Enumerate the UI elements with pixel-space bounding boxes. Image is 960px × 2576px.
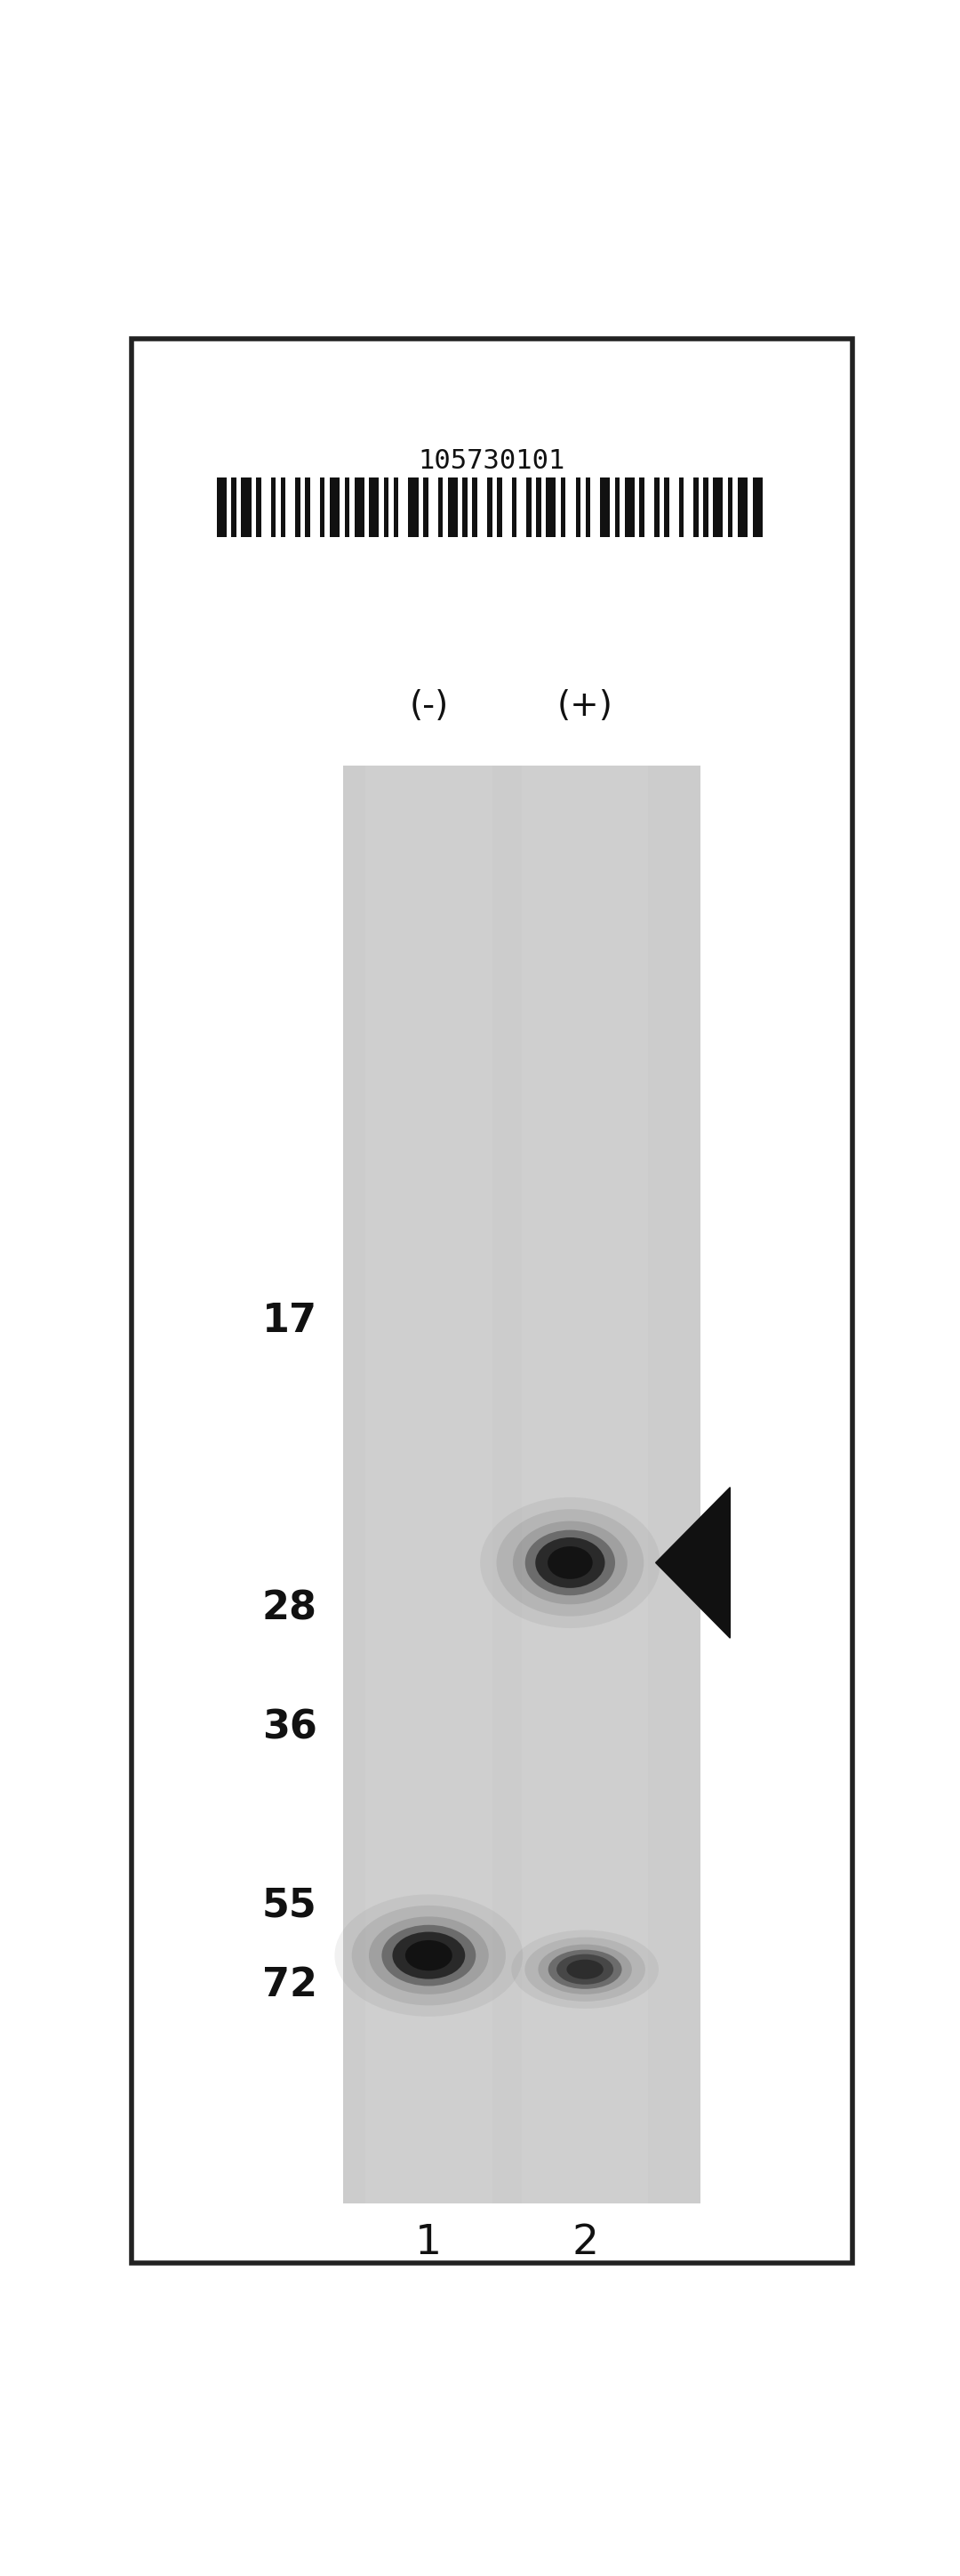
Bar	[408, 477, 419, 538]
Ellipse shape	[335, 1893, 523, 2017]
Bar	[664, 477, 669, 538]
Bar	[280, 477, 285, 538]
Bar	[561, 477, 565, 538]
Bar	[728, 477, 732, 538]
Bar	[526, 477, 531, 538]
Ellipse shape	[539, 1945, 632, 1994]
Bar	[679, 477, 684, 538]
Bar	[537, 477, 541, 538]
Bar	[256, 477, 261, 538]
Ellipse shape	[405, 1940, 452, 1971]
Ellipse shape	[525, 1530, 615, 1595]
Bar	[231, 477, 236, 538]
Ellipse shape	[525, 1937, 645, 2002]
Bar	[345, 477, 349, 538]
Bar	[241, 477, 252, 538]
Bar	[497, 477, 502, 538]
Bar	[487, 477, 492, 538]
Ellipse shape	[369, 1917, 489, 1994]
Bar	[217, 477, 227, 538]
Bar	[366, 765, 492, 2202]
Bar	[394, 477, 398, 538]
Polygon shape	[656, 1486, 730, 1638]
Text: 55: 55	[262, 1886, 317, 1924]
Bar	[330, 477, 340, 538]
Bar	[354, 477, 364, 538]
Bar	[463, 477, 468, 538]
Text: 72: 72	[262, 1965, 317, 2004]
Bar	[423, 477, 428, 538]
Bar	[704, 477, 708, 538]
Bar	[654, 477, 660, 538]
Ellipse shape	[566, 1960, 604, 1978]
Text: (-): (-)	[409, 688, 448, 724]
Bar	[753, 477, 762, 538]
Bar	[522, 765, 648, 2202]
Bar	[296, 477, 300, 538]
Ellipse shape	[496, 1510, 644, 1615]
Bar	[738, 477, 748, 538]
Ellipse shape	[536, 1538, 605, 1587]
Bar	[320, 477, 324, 538]
Bar	[344, 765, 701, 2202]
Ellipse shape	[512, 1929, 659, 2009]
Bar	[472, 477, 477, 538]
Bar	[305, 477, 310, 538]
Ellipse shape	[393, 1932, 466, 1978]
Ellipse shape	[513, 1520, 628, 1605]
Bar	[384, 477, 389, 538]
Ellipse shape	[557, 1955, 613, 1984]
Text: 1: 1	[416, 2223, 443, 2264]
Ellipse shape	[382, 1924, 476, 1986]
Bar	[625, 477, 635, 538]
Text: 36: 36	[262, 1708, 317, 1747]
Bar	[438, 477, 443, 538]
Text: (+): (+)	[557, 688, 612, 724]
Ellipse shape	[351, 1906, 506, 2007]
Bar	[369, 477, 379, 538]
Ellipse shape	[480, 1497, 660, 1628]
Bar	[576, 477, 581, 538]
Bar	[546, 477, 556, 538]
Ellipse shape	[548, 1950, 622, 1989]
Bar	[447, 477, 458, 538]
Bar	[586, 477, 590, 538]
Bar	[693, 477, 699, 538]
Bar	[713, 477, 723, 538]
Text: 17: 17	[262, 1301, 317, 1340]
Text: 105730101: 105730101	[419, 448, 565, 474]
Bar	[271, 477, 276, 538]
Bar	[600, 477, 610, 538]
Ellipse shape	[547, 1546, 592, 1579]
Bar	[512, 477, 516, 538]
Text: 28: 28	[262, 1589, 317, 1628]
Bar	[639, 477, 644, 538]
Bar	[615, 477, 620, 538]
Text: 2: 2	[571, 2223, 598, 2264]
